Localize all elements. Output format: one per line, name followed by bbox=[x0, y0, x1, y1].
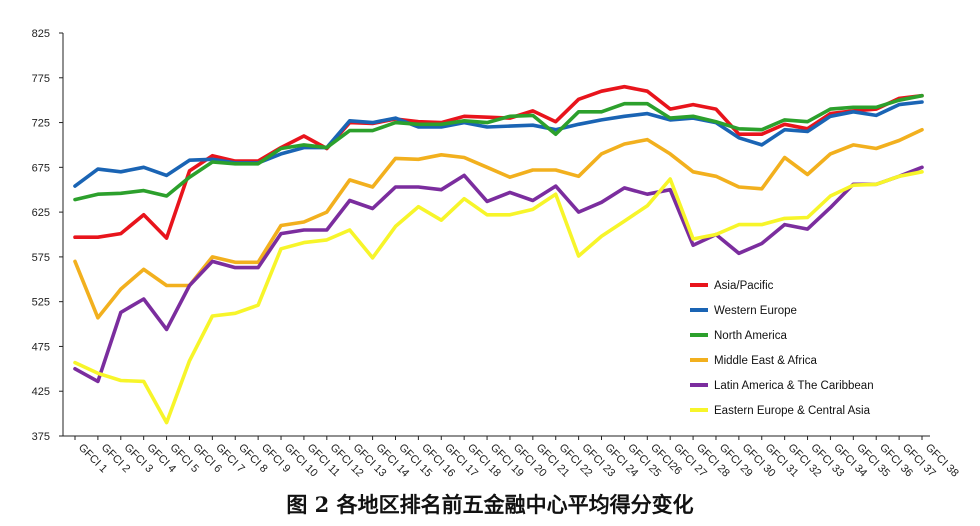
legend-label: Asia/Pacific bbox=[714, 280, 774, 292]
y-tick-label: 525 bbox=[32, 297, 50, 309]
legend-label: Western Europe bbox=[714, 305, 797, 317]
series-line-eastern-europe-central-asia bbox=[73, 170, 924, 425]
y-tick-label: 625 bbox=[32, 207, 50, 219]
legend: Asia/Pacific Western Europe North America M… bbox=[690, 280, 874, 417]
legend-label: Middle East & Africa bbox=[714, 355, 818, 367]
y-tick-label: 375 bbox=[32, 431, 50, 443]
series-line-western-europe bbox=[73, 100, 924, 188]
series-line-middle-east-africa bbox=[73, 127, 924, 320]
y-axis: 375 425 475 525 575 625 675 725 775 825 bbox=[32, 28, 64, 443]
series-line-north-america bbox=[73, 93, 924, 202]
series-line-latin-america-the-caribbean bbox=[73, 165, 924, 384]
y-tick-label: 475 bbox=[32, 341, 50, 353]
y-tick-label: 675 bbox=[32, 162, 50, 174]
legend-label: North America bbox=[714, 330, 787, 342]
series-lines bbox=[73, 84, 924, 425]
y-tick-label: 575 bbox=[32, 252, 50, 264]
figure-caption: 图 2 各地区排名前五金融中心平均得分变化 bbox=[286, 492, 694, 517]
y-tick-label: 825 bbox=[32, 28, 50, 40]
y-tick-label: 725 bbox=[32, 118, 50, 130]
line-chart: 375 425 475 525 575 625 675 725 775 825 GFCI 1GFC… bbox=[32, 28, 961, 480]
y-tick-label: 775 bbox=[32, 73, 50, 85]
legend-label: Latin America & The Caribbean bbox=[714, 380, 874, 392]
y-tick-label: 425 bbox=[32, 386, 50, 398]
legend-label: Eastern Europe & Central Asia bbox=[714, 405, 871, 417]
